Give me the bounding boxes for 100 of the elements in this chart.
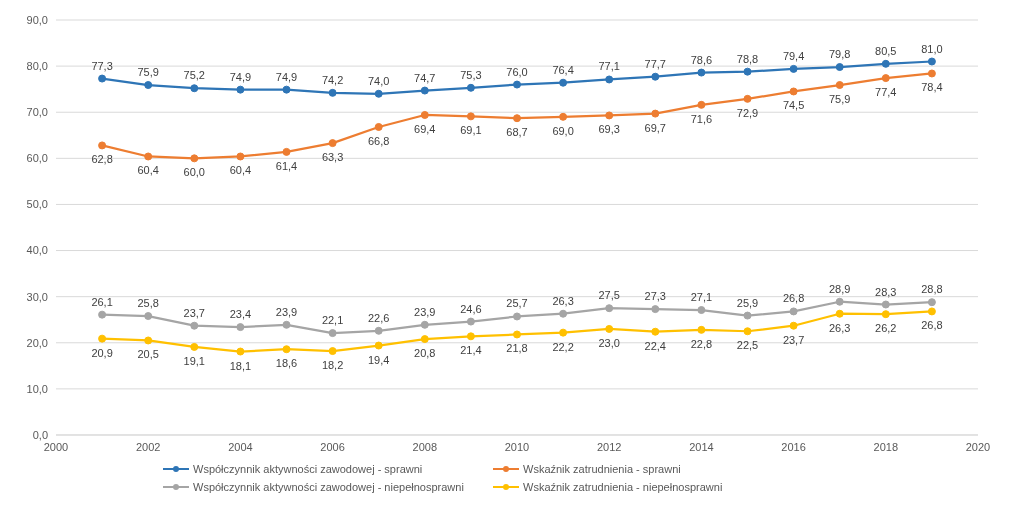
data-label: 22,4 [644,339,667,352]
data-label: 66,8 [367,134,390,147]
point [190,342,199,351]
y-tick-label: 10,0 [26,382,48,395]
y-tick-label: 30,0 [26,290,48,303]
point [697,100,706,109]
data-label: 76,0 [506,65,528,78]
data-label: 75,9 [137,66,159,79]
point [98,74,107,83]
x-tick-label: 2018 [873,440,899,453]
point [559,112,568,121]
point [144,312,153,321]
point [743,327,752,336]
data-label: 26,2 [875,322,897,335]
point [374,89,383,98]
point [513,330,521,339]
data-label: 21,4 [460,344,482,357]
data-label: 74,9 [229,70,252,83]
x-tick-label: 2006 [320,440,345,453]
point [282,320,291,329]
point [881,310,890,319]
data-label: 77,4 [875,86,897,99]
point [282,147,291,156]
point [927,298,936,307]
data-label: 26,3 [828,321,851,334]
data-label: 74,5 [782,99,805,112]
x-tick-label: 2000 [43,440,69,453]
point [513,80,521,89]
data-label: 23,7 [183,306,206,319]
data-label: 22,2 [552,340,574,353]
point [513,114,521,123]
data-label: 19,1 [183,354,206,367]
point [466,83,475,92]
point [420,86,429,95]
point [328,329,337,338]
point [513,312,521,321]
y-tick-label: 70,0 [26,106,48,119]
point [374,326,383,335]
data-label: 22,1 [321,314,344,327]
y-tick-label: 20,0 [26,336,48,349]
point [190,321,199,330]
data-label: 60,4 [137,164,159,177]
point [559,328,568,337]
data-label: 25,9 [736,296,759,309]
data-label: 23,0 [598,336,620,349]
point [789,321,798,330]
data-label: 80,5 [875,44,897,57]
point [743,67,752,76]
data-label: 18,6 [275,357,298,370]
x-tick-label: 2014 [689,440,714,453]
y-tick-label: 40,0 [26,244,48,257]
data-label: 22,8 [690,337,713,350]
data-label: 74,7 [414,71,436,84]
data-label: 78,4 [921,81,943,94]
point [236,347,245,356]
data-label: 69,7 [644,121,667,134]
data-label: 60,4 [229,164,252,177]
point [881,59,890,68]
data-label: 60,0 [183,166,206,179]
data-label: 23,9 [275,305,298,318]
point [144,152,153,161]
point [651,305,660,314]
point [328,139,337,148]
data-label: 20,8 [414,347,436,360]
point [98,141,107,150]
data-label: 77,1 [598,60,620,73]
point [697,306,706,315]
data-label: 25,7 [506,297,528,310]
point [881,300,890,309]
data-label: 27,3 [644,290,667,303]
data-label: 27,5 [598,289,620,302]
data-label: 25,8 [137,297,159,310]
data-label: 28,8 [921,283,943,296]
point [743,311,752,320]
data-label: 69,0 [552,124,574,137]
data-label: 76,4 [552,63,574,76]
data-label: 26,8 [921,319,943,332]
point [98,334,107,343]
data-label: 77,3 [91,59,113,72]
y-tick-label: 80,0 [26,60,48,73]
data-label: 23,7 [782,333,805,346]
x-tick-label: 2004 [228,440,253,453]
data-label: 61,4 [275,159,298,172]
data-label: 77,7 [644,57,667,70]
data-label: 69,4 [414,122,436,135]
x-tick-label: 2008 [412,440,438,453]
point [190,84,199,93]
point [651,109,660,118]
point [835,309,844,318]
point [881,74,890,83]
data-label: 78,8 [736,52,759,65]
point [236,152,245,161]
point [789,64,798,73]
data-label: 19,4 [367,353,390,366]
data-label: 81,0 [921,42,943,55]
x-tick-label: 2020 [965,440,991,453]
data-label: 71,6 [690,112,713,125]
legend-label: Wskaźnik zatrudnienia - sprawni [523,463,681,475]
point [144,336,153,345]
legend-label: Współczynnik aktywności zawodowej - sprawni [193,463,423,475]
